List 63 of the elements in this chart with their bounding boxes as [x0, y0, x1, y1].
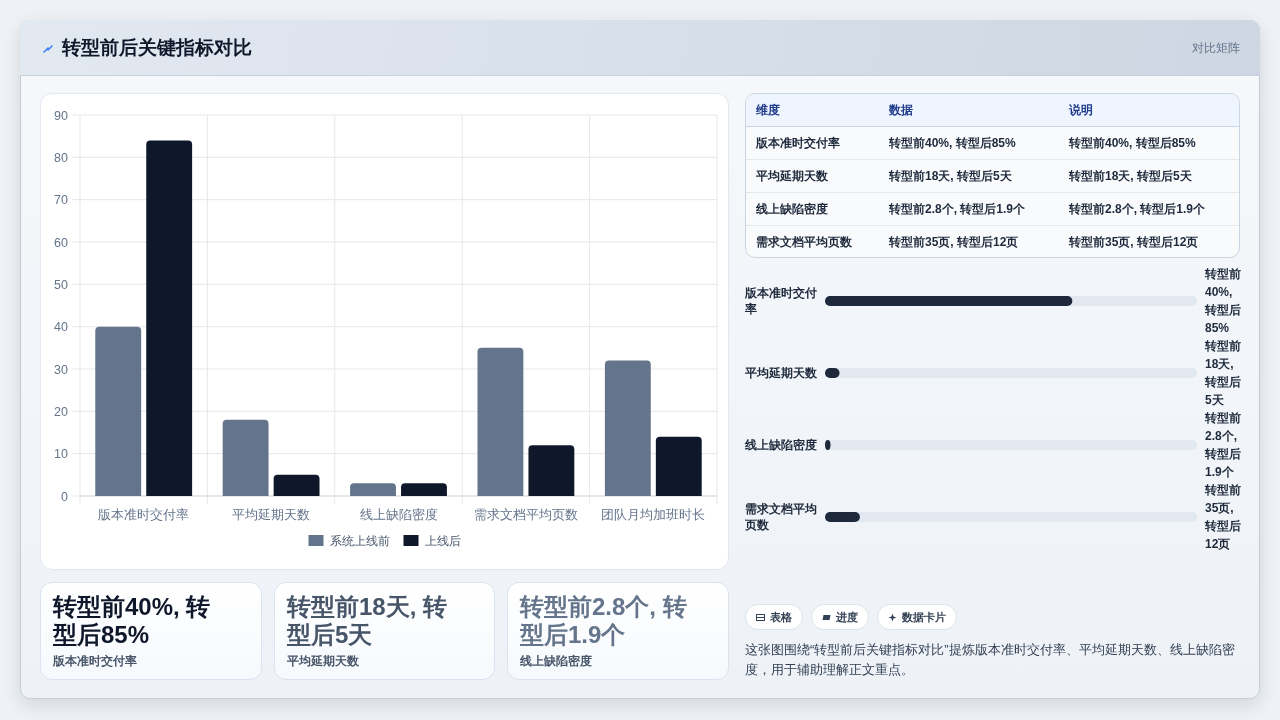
- bar: [477, 347, 524, 496]
- legend-item: 系统上线前: [308, 534, 390, 548]
- text: 平均延期天数: [287, 653, 359, 669]
- text: 转型前18天, 转型后5天: [889, 168, 1012, 183]
- y-tick-label: 90: [54, 108, 69, 123]
- category-label: 维度: [746, 94, 879, 127]
- text: 转型前2.8个, 转型后1.9个: [1069, 201, 1206, 216]
- category-label: 数据卡片: [902, 609, 946, 625]
- category-label: 说明: [1059, 94, 1241, 127]
- category-label: 版本准时交付率: [756, 135, 840, 150]
- y-tick-label: 60: [54, 235, 69, 250]
- y-tick-label: 线上缺陷密度: [745, 437, 818, 453]
- bar: [528, 445, 575, 496]
- y-tick-label: 版本准时交付率: [745, 285, 818, 317]
- y-tick-label: 30: [54, 362, 69, 377]
- x-tick-label: 版本准时交付率: [98, 507, 190, 522]
- category-label: 表格: [770, 609, 792, 625]
- text: 线上缺陷密度: [520, 653, 592, 669]
- text: 转型前2.8个, 转型后1.9个: [520, 593, 688, 649]
- category-label: 线上缺陷密度: [756, 201, 828, 216]
- bar: [655, 436, 702, 496]
- legend-label: 上线后: [424, 534, 461, 548]
- bar: [401, 483, 447, 496]
- text: 转型前40%, 转型后85%: [1069, 135, 1196, 150]
- category-label: 进度: [836, 609, 858, 625]
- data-label: 转型前40%, 转型后85%: [1205, 266, 1242, 337]
- y-tick-label: 50: [54, 277, 69, 292]
- y-tick-label: 平均延期天数: [745, 365, 818, 381]
- text: 转型前2.8个, 转型后1.9个: [889, 201, 1026, 216]
- text: 转型前40%, 转型后85%: [53, 593, 212, 649]
- data-label: 转型前35页, 转型后12页: [1205, 482, 1242, 553]
- x-tick-label: 平均延期天数: [232, 508, 311, 522]
- bar: [95, 326, 142, 496]
- bar: [146, 140, 193, 496]
- y-tick-label: 20: [54, 404, 69, 419]
- legend-label: 系统上线前: [329, 534, 390, 548]
- category-label: 平均延期天数: [756, 168, 828, 183]
- x-tick-label: 团队月均加班时长: [601, 508, 706, 522]
- text: 转型前35页, 转型后12页: [889, 234, 1019, 249]
- y-tick-label: 10: [54, 447, 69, 462]
- text: 这张图围绕“转型前后关键指标对比”提炼版本准时交付率、平均延期天数、线上缺陷密度，用于辅助理解正文重点。: [745, 641, 1236, 679]
- text: 转型前后关键指标对比: [62, 36, 252, 60]
- y-tick-label: 40: [54, 320, 69, 335]
- text: 转型前18天, 转型后5天: [287, 593, 449, 649]
- data-label: 转型前18天, 转型后5天: [1205, 338, 1242, 409]
- text: 对比矩阵: [1192, 39, 1240, 57]
- category-label: 数据: [879, 94, 1059, 127]
- text: 转型前40%, 转型后85%: [889, 135, 1016, 150]
- legend-item: 上线后: [403, 534, 461, 548]
- bar: [604, 360, 651, 496]
- x-tick-label: 线上缺陷密度: [359, 507, 438, 522]
- y-tick-label: 0: [61, 489, 69, 504]
- bar: [825, 512, 860, 522]
- y-tick-label: 80: [54, 150, 69, 165]
- y-tick-label: 70: [54, 193, 69, 208]
- bar: [222, 419, 269, 496]
- bar: [350, 483, 396, 496]
- text: 转型前35页, 转型后12页: [1069, 234, 1199, 249]
- bar: [273, 474, 320, 496]
- x-tick-label: 需求文档平均页数: [473, 508, 578, 522]
- data-label: 转型前2.8个, 转型后1.9个: [1205, 410, 1242, 481]
- category-label: 需求文档平均页数: [756, 234, 852, 249]
- text: 转型前18天, 转型后5天: [1069, 168, 1192, 183]
